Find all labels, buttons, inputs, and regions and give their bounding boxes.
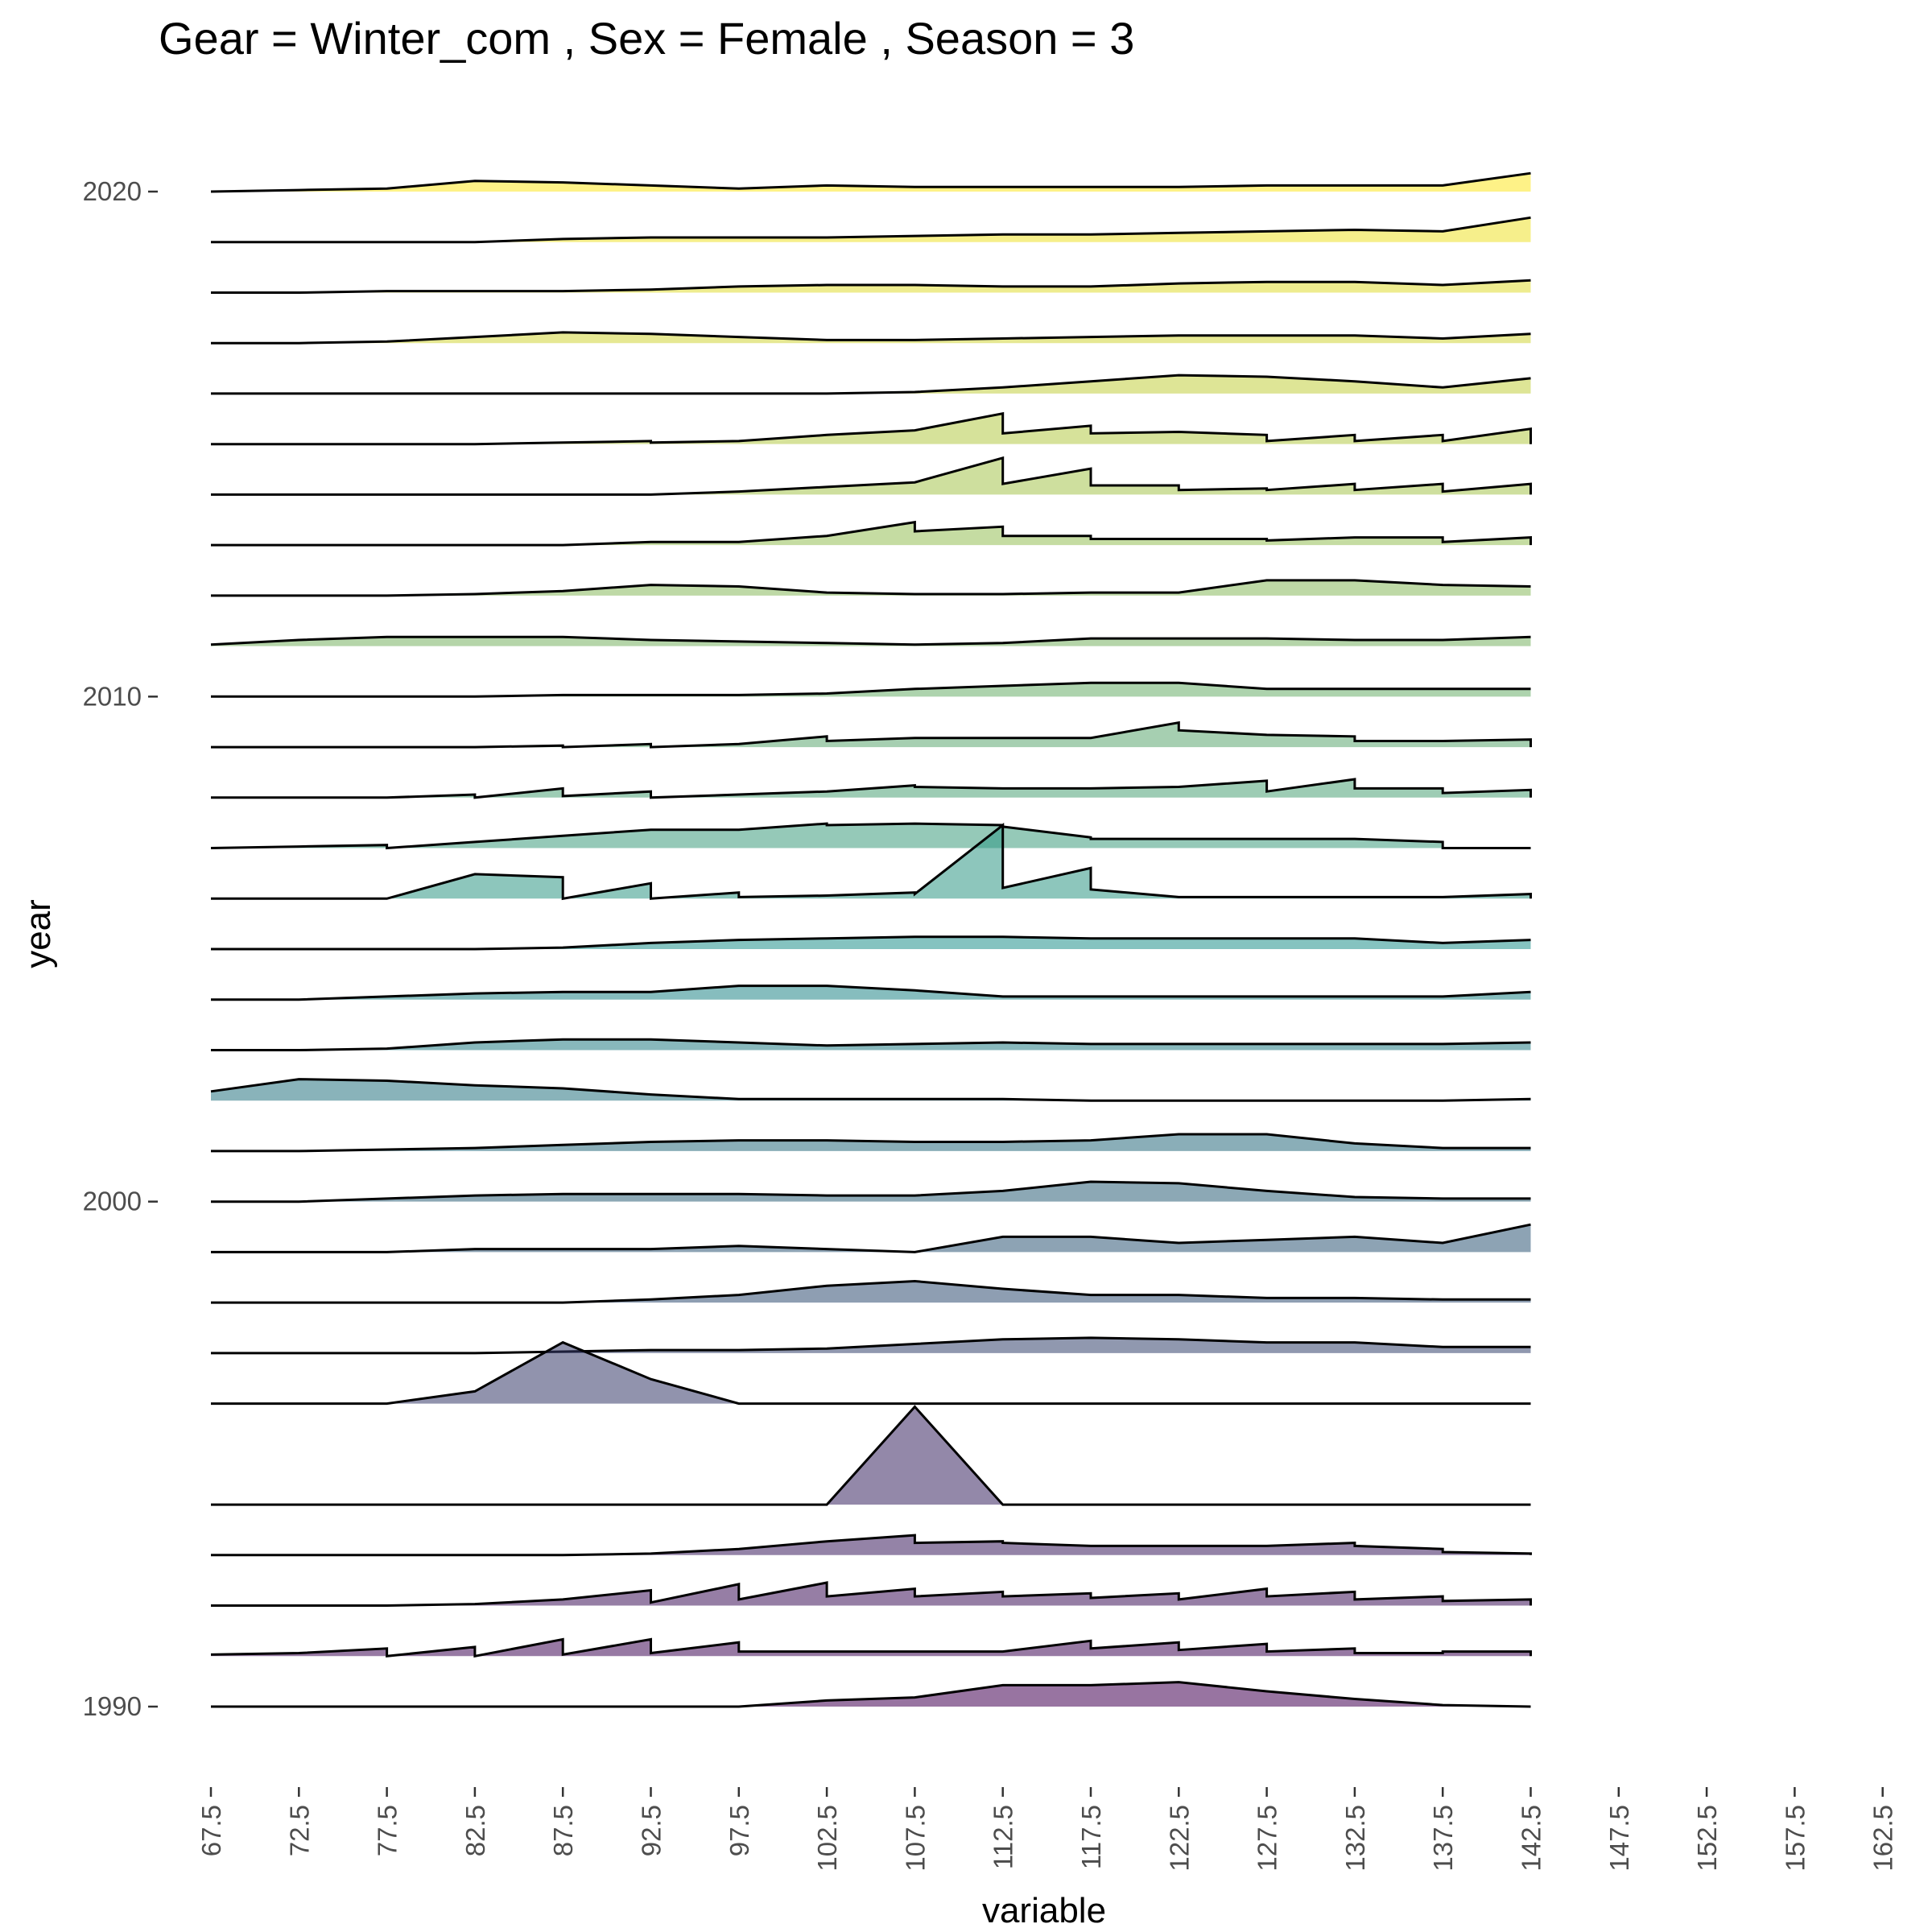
ridge-area-2009 [211,722,1531,748]
ridge-line-2010 [211,681,1531,698]
y-tick-label-2020: 2020 [83,176,142,206]
ridge-area-1992 [211,1583,1531,1606]
ridge-area-2003 [211,1039,1531,1051]
ridge-line-2014 [211,456,1532,496]
x-tick-label-117.5: 117.5 [1076,1805,1106,1869]
ridge-line-2002 [210,1078,1531,1102]
x-tick-label-162.5: 162.5 [1868,1805,1898,1872]
ridge-area-1996 [211,1342,1531,1404]
y-axis: 1990 2000 2010 2020 [83,176,158,1721]
x-tick-label-122.5: 122.5 [1164,1805,1194,1872]
ridge-line-1999 [211,1223,1531,1253]
y-tick-label-2000: 2000 [83,1187,142,1216]
ridge-line-2008 [211,778,1532,799]
x-tick-label-157.5: 157.5 [1780,1805,1810,1872]
x-axis-title: variable [982,1891,1106,1930]
ridge-area-2019 [211,217,1531,242]
ridges [210,171,1532,1708]
ridge-area-2000 [211,1182,1531,1202]
ridge-area-1999 [211,1224,1531,1253]
x-tick-label-132.5: 132.5 [1340,1805,1370,1872]
x-tick-label-142.5: 142.5 [1517,1805,1546,1872]
ridge-line-1994 [211,1405,1531,1506]
ridge-line-2006 [211,823,1532,901]
ridge-area-1990 [211,1682,1531,1707]
ridge-area-2004 [211,985,1531,1000]
ridge-area-1998 [211,1281,1531,1303]
ridge-line-2018 [211,279,1531,294]
ridge-line-2011 [210,635,1531,646]
ridge-area-1991 [211,1639,1531,1657]
ridge-area-2017 [211,332,1531,344]
x-tick-label-87.5: 87.5 [548,1805,578,1856]
ridge-line-1993 [211,1534,1532,1557]
x-tick-label-82.5: 82.5 [460,1805,490,1856]
ridge-line-2007 [210,822,1531,850]
ridge-line-1990 [211,1681,1531,1708]
ridge-line-2009 [211,720,1532,749]
ridge-area-1993 [211,1535,1531,1555]
ridge-line-1992 [211,1581,1532,1607]
ridge-line-1991 [210,1637,1532,1658]
x-tick-label-77.5: 77.5 [373,1805,402,1856]
ridge-area-2010 [211,683,1531,697]
ridge-line-2020 [210,171,1531,193]
ridge-area-2013 [211,522,1531,546]
y-tick-label-2010: 2010 [83,681,142,711]
x-tick-label-67.5: 67.5 [196,1805,226,1856]
x-axis: 67.5 72.5 77.5 82.5 87.5 92.5 97.5 102.5 107.5 11… [196,1787,1898,1872]
ridge-line-1998 [211,1279,1531,1304]
chart-title: Gear = Winter_com , Sex = Female , Seaso… [159,13,1134,64]
ridge-line-2005 [211,935,1531,951]
ridge-area-2020 [211,173,1531,192]
ridge-area-1997 [211,1337,1531,1353]
x-tick-label-72.5: 72.5 [284,1805,314,1856]
ridge-area-2014 [211,457,1531,495]
ridge-line-2000 [211,1180,1531,1203]
y-axis-title: year [19,899,58,968]
ridge-line-1997 [211,1336,1531,1355]
x-tick-label-127.5: 127.5 [1253,1805,1282,1872]
ridge-line-2013 [211,520,1532,547]
ridge-line-2019 [211,216,1531,244]
ridge-line-2017 [211,331,1531,345]
x-tick-label-147.5: 147.5 [1604,1805,1634,1872]
ridge-line-2016 [211,374,1531,395]
ridge-line-2015 [211,411,1532,446]
x-tick-label-112.5: 112.5 [989,1805,1018,1869]
y-tick-label-1990: 1990 [83,1691,142,1721]
ridge-line-2012 [211,579,1531,597]
x-tick-label-97.5: 97.5 [724,1805,754,1856]
ridge-area-2005 [211,936,1531,949]
ridge-area-2002 [211,1079,1531,1101]
ridge-area-2015 [211,413,1531,444]
ridge-area-2016 [211,375,1531,394]
ridge-line-2001 [211,1133,1531,1153]
ridge-line-1996 [211,1340,1531,1406]
x-tick-label-107.5: 107.5 [900,1805,930,1872]
x-tick-label-102.5: 102.5 [812,1805,842,1872]
ridge-line-2003 [211,1038,1531,1051]
ridge-line-2004 [211,985,1531,1001]
ridge-area-2007 [211,824,1531,848]
x-tick-label-137.5: 137.5 [1428,1805,1458,1872]
ridge-area-2006 [211,825,1531,899]
x-tick-label-92.5: 92.5 [637,1805,667,1856]
x-tick-label-152.5: 152.5 [1692,1805,1722,1872]
